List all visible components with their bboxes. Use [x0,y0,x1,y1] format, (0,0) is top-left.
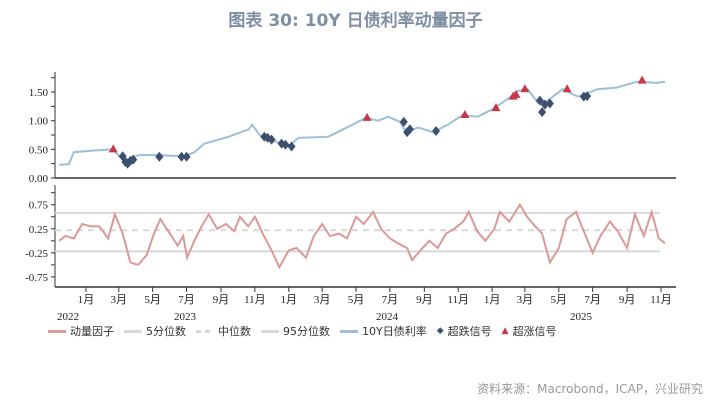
y-tick-label: 0.25 [29,224,49,236]
down-signal-marker [399,116,408,127]
legend-item: ▲ 超涨信号 [502,323,557,339]
y-tick-label: -0.75 [25,272,48,284]
legend-label: 95分位数 [283,325,330,338]
legend-label: 动量因子 [70,325,114,338]
legend-item: 5分位数 [124,323,186,339]
x-tick-label: 11月 [447,294,469,306]
legend-line-swatch [261,329,279,333]
x-tick-label: 3月 [517,294,534,306]
down-signal-marker [182,151,191,162]
diamond-icon: ◆ [436,326,444,336]
down-signal-marker [535,95,544,106]
down-signal-marker [403,127,412,138]
up-signal-marker [511,89,521,98]
y-tick-label: 1.50 [29,87,49,99]
down-signal-marker [545,98,554,109]
year-label: 2024 [376,311,399,323]
up-signal-marker [637,75,647,84]
x-tick-label: 9月 [416,294,433,306]
legend-item: ◆ 超跌信号 [437,323,492,339]
source-note: 资料来源：Macrobond，ICAP，兴业研究 [477,382,703,396]
legend-dash-swatch [196,329,214,333]
x-tick-label: 7月 [382,294,399,306]
x-tick-label: 11月 [650,294,672,306]
y-tick-label: 1.00 [29,116,49,128]
down-signal-marker [538,107,547,118]
down-signal-marker [583,91,592,102]
x-tick-label: 5月 [348,294,365,306]
chart-title: 图表 30: 10Y 日债利率动量因子 [228,11,483,31]
triangle-icon: ▲ [501,326,509,336]
x-tick-label: 3月 [314,294,331,306]
up-signal-marker [362,112,372,121]
legend-line-swatch [124,329,142,333]
legend-item: 中位数 [196,323,251,339]
legend-label: 5分位数 [146,325,186,338]
up-signal-marker [520,84,530,93]
down-signal-marker [405,124,414,135]
legend-label: 超涨信号 [512,325,557,338]
down-signal-marker [267,134,276,145]
x-tick-label: 5月 [551,294,568,306]
year-label: 2023 [174,311,197,323]
down-signal-marker [432,126,440,137]
legend-item: 10Y日债利率 [340,323,427,339]
down-signal-marker [129,154,138,165]
y-tick-label: 0.50 [29,144,49,156]
legend: 动量因子 5分位数 中位数 95分位数 10Y日债利率 ◆ 超跌信号 ▲ 超涨信号 [48,323,557,339]
legend-label: 超跌信号 [447,325,492,338]
x-tick-label: 1月 [78,294,95,306]
legend-label: 10Y日债利率 [362,325,427,338]
x-tick-label: 9月 [619,294,636,306]
legend-label: 中位数 [218,325,251,338]
year-label: 2025 [570,311,593,323]
x-tick-label: 3月 [111,294,128,306]
down-signal-marker [540,99,549,110]
legend-line-swatch [48,329,66,333]
momentum-line [58,202,666,270]
x-tick-label: 5月 [144,294,161,306]
x-tick-label: 7月 [584,294,601,306]
up-signal-marker [562,84,572,93]
down-signal-marker [155,151,164,162]
x-tick-label: 11月 [244,294,266,306]
x-tick-label: 9月 [213,294,230,306]
legend-item: 动量因子 [48,323,114,339]
rate-line [59,80,666,166]
x-tick-label: 1月 [281,294,298,306]
x-tick-label: 1月 [484,294,501,306]
up-signal-marker [108,144,118,153]
y-tick-label: -0.25 [25,248,48,260]
legend-item: 95分位数 [261,323,330,339]
down-signal-marker [281,139,290,150]
down-signal-marker [123,158,132,169]
y-tick-label: 0.00 [29,173,49,185]
up-signal-marker [460,109,470,118]
up-signal-marker [491,103,501,112]
down-signal-marker [177,151,186,162]
legend-line-swatch [340,329,358,333]
y-tick-label: 0.75 [29,200,49,212]
down-signal-marker [287,141,296,152]
year-label: 2022 [57,311,79,323]
x-tick-label: 7月 [178,294,195,306]
